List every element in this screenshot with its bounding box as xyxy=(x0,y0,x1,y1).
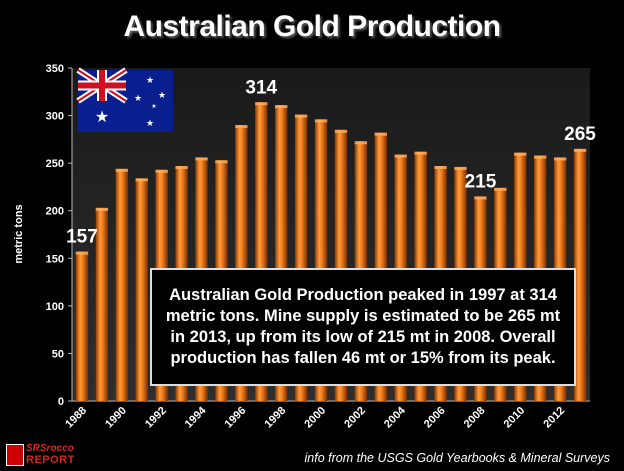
srsrocco-logo: SRSrocco REPORT xyxy=(4,440,82,468)
bar-top-highlight xyxy=(75,251,89,255)
logo-line2: REPORT xyxy=(26,454,75,466)
bar-top-highlight xyxy=(454,166,467,170)
australia-flag-icon: ★ ★ ★ ★ ★ ★ xyxy=(76,67,173,132)
bar-top-highlight xyxy=(135,178,148,182)
bar-1991 xyxy=(135,178,148,401)
bar-top-highlight xyxy=(95,207,109,211)
x-tick-label: 2000 xyxy=(302,405,328,431)
bar-top-highlight xyxy=(354,141,368,145)
bar-top-highlight xyxy=(394,154,407,158)
x-tick-label: 1998 xyxy=(263,405,289,431)
x-tick-label: 2004 xyxy=(382,404,408,430)
x-tick-label: 1988 xyxy=(63,405,89,431)
bar-top-highlight xyxy=(414,151,427,155)
data-label-1988: 157 xyxy=(66,227,98,248)
bar-top-highlight xyxy=(573,148,587,152)
x-tick-label: 2010 xyxy=(502,405,528,431)
bar-top-highlight xyxy=(235,125,248,129)
bar-top-highlight xyxy=(314,119,328,123)
bar-top-highlight xyxy=(514,152,527,156)
svg-text:★: ★ xyxy=(158,90,166,100)
bar-top-highlight xyxy=(275,105,288,109)
bar-top-highlight xyxy=(294,114,308,118)
bar-top-highlight xyxy=(115,168,128,172)
bar-top-highlight xyxy=(534,155,547,159)
bar-2013 xyxy=(573,148,587,401)
x-tick-label: 1990 xyxy=(103,405,129,431)
x-tick-label: 1994 xyxy=(183,404,209,430)
y-tick-label: 350 xyxy=(46,63,64,75)
bar-top-highlight xyxy=(195,157,208,161)
x-tick-label: 1996 xyxy=(223,405,249,431)
logo-line1: SRSrocco xyxy=(26,443,74,454)
bar-top-highlight xyxy=(175,165,188,169)
bar-top-highlight xyxy=(155,169,168,173)
source-note: info from the USGS Gold Yearbooks & Mine… xyxy=(304,451,610,465)
y-tick-label: 50 xyxy=(52,348,64,360)
bar-1989 xyxy=(95,207,109,401)
bar-top-highlight xyxy=(255,102,268,106)
data-label-2013: 265 xyxy=(564,124,596,145)
data-label-1997: 314 xyxy=(245,77,277,98)
bar-top-highlight xyxy=(494,187,507,191)
svg-text:★: ★ xyxy=(146,118,154,128)
svg-text:★: ★ xyxy=(151,103,156,110)
y-tick-label: 200 xyxy=(46,206,64,218)
y-axis-label: metric tons xyxy=(13,204,25,263)
y-tick-label: 250 xyxy=(46,158,64,170)
bar-1990 xyxy=(115,168,128,401)
x-tick-label: 2012 xyxy=(541,405,567,431)
svg-text:★: ★ xyxy=(95,109,109,126)
logo-mark-icon xyxy=(6,444,24,466)
y-tick-label: 100 xyxy=(46,301,64,313)
chart-title: Australian Gold Production xyxy=(123,10,501,43)
y-tick-label: 0 xyxy=(58,396,64,408)
bar-top-highlight xyxy=(553,157,567,161)
info-box: Australian Gold Production peaked in 199… xyxy=(150,268,576,386)
bar-top-highlight xyxy=(334,129,348,133)
bar-top-highlight xyxy=(434,165,447,169)
x-tick-label: 2006 xyxy=(422,405,448,431)
data-label-2008: 215 xyxy=(465,171,497,192)
bar-1988 xyxy=(75,251,89,401)
bar-top-highlight xyxy=(374,132,387,136)
svg-text:★: ★ xyxy=(134,93,142,103)
x-tick-label: 2008 xyxy=(462,405,488,431)
x-tick-label: 1992 xyxy=(143,405,169,431)
y-tick-label: 150 xyxy=(46,253,64,265)
x-tick-label: 2002 xyxy=(342,405,368,431)
bar-top-highlight xyxy=(215,160,228,164)
svg-text:★: ★ xyxy=(146,75,154,85)
bar-top-highlight xyxy=(474,196,487,200)
y-tick-label: 300 xyxy=(46,111,64,123)
